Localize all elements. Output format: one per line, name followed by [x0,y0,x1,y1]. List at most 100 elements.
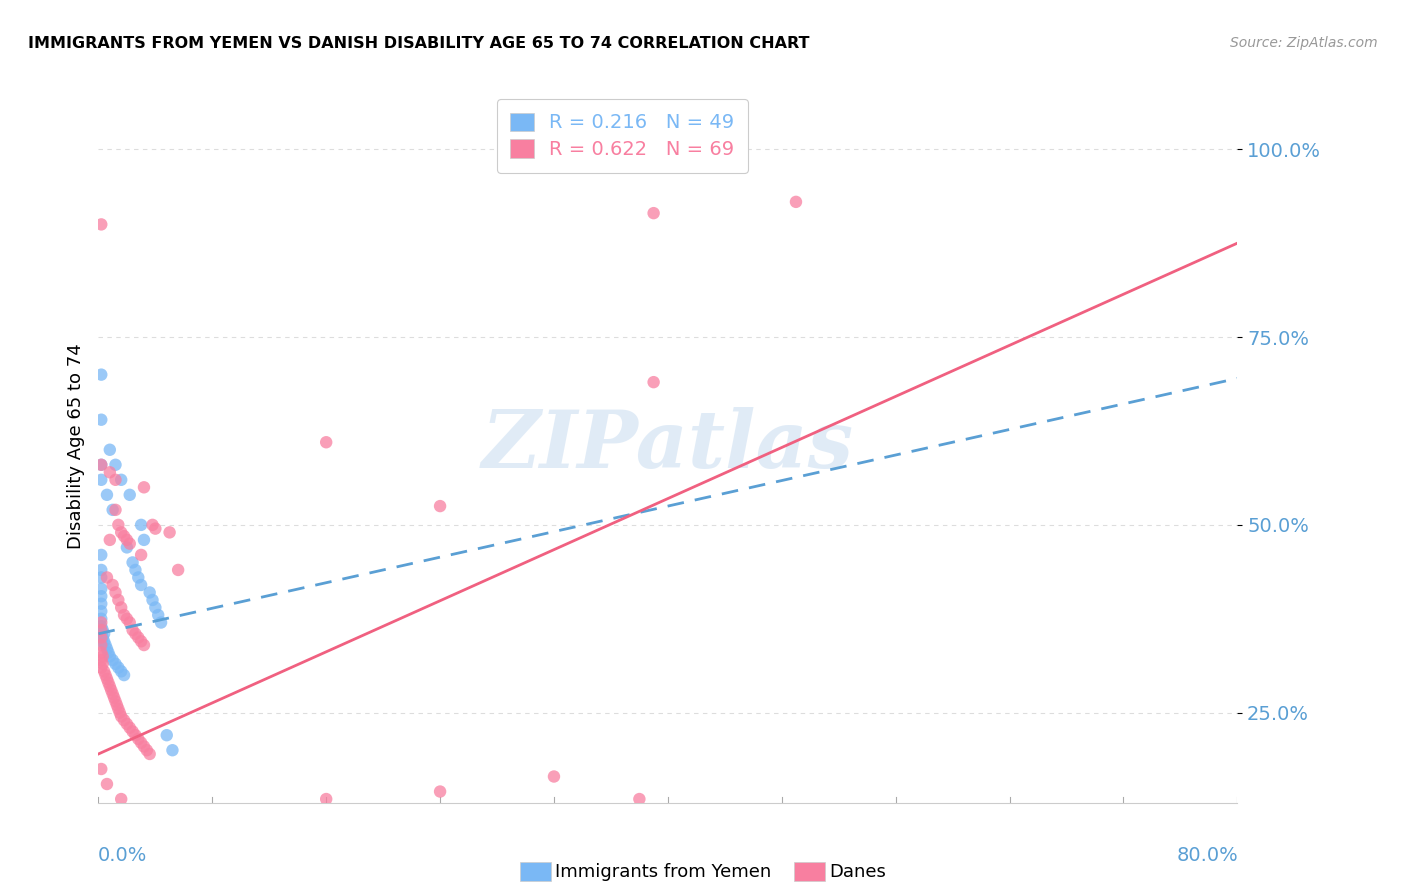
Point [98,533,121,547]
Point [104,503,127,517]
Point [110,792,132,806]
Point [138,747,160,761]
Point [90,582,112,596]
Point [112,713,135,727]
Point [167,563,190,577]
Point [112,668,135,682]
Point [107,702,129,716]
Point [96,570,118,584]
Point [90,458,112,472]
Point [107,593,129,607]
Point [104,458,127,472]
Point [108,706,131,720]
Point [124,627,146,641]
Point [118,488,141,502]
Point [90,458,112,472]
Text: ZIPatlas: ZIPatlas [482,408,853,484]
Point [132,739,155,754]
Point [101,653,124,667]
Point [643,206,665,220]
Point [785,194,807,209]
Text: 0.0%: 0.0% [97,846,146,864]
Point [121,807,143,822]
Point [98,649,121,664]
Point [112,607,135,622]
Y-axis label: Disability Age 65 to 74: Disability Age 65 to 74 [66,343,84,549]
Point [90,612,112,626]
Point [90,597,112,611]
Point [91,657,114,671]
Point [90,634,112,648]
Point [129,517,152,532]
Point [96,488,118,502]
Point [145,600,167,615]
Point [141,593,163,607]
Point [90,563,112,577]
Text: IMMIGRANTS FROM YEMEN VS DANISH DISABILITY AGE 65 TO 74 CORRELATION CHART: IMMIGRANTS FROM YEMEN VS DANISH DISABILI… [28,36,810,51]
Point [124,728,146,742]
Point [486,814,509,829]
Point [91,623,114,637]
Point [104,694,127,708]
Point [110,709,132,723]
Point [110,473,132,487]
Point [118,721,141,735]
Point [90,570,112,584]
Point [96,672,118,686]
Legend: R = 0.216   N = 49, R = 0.622   N = 69: R = 0.216 N = 49, R = 0.622 N = 69 [496,99,748,173]
Point [90,589,112,603]
Point [429,499,451,513]
Point [104,657,127,671]
Point [129,578,152,592]
Point [110,525,132,540]
Point [90,660,112,674]
Point [94,638,117,652]
Point [94,668,117,682]
Point [315,435,337,450]
Point [156,728,179,742]
Point [148,607,170,622]
Point [90,646,112,660]
Point [90,548,112,562]
Text: Immigrants from Yemen: Immigrants from Yemen [555,863,772,881]
Point [124,563,146,577]
Point [132,480,155,494]
Point [138,585,160,599]
Point [315,792,337,806]
Point [103,690,125,705]
Point [115,612,138,626]
Point [90,631,112,645]
Point [628,792,651,806]
Point [543,770,565,784]
Point [129,634,152,648]
Text: Danes: Danes [830,863,886,881]
Point [91,649,114,664]
Point [129,736,152,750]
Point [100,683,122,698]
Text: 80.0%: 80.0% [1177,846,1239,864]
Point [107,660,129,674]
Point [121,556,143,570]
Point [135,743,157,757]
Point [90,623,112,637]
Point [110,665,132,679]
Point [104,473,127,487]
Point [105,698,128,713]
Point [91,631,114,645]
Point [145,522,167,536]
Point [90,615,112,630]
Point [101,578,124,592]
Point [90,473,112,487]
Point [150,615,173,630]
Point [93,665,115,679]
Point [127,731,149,746]
Point [90,627,112,641]
Point [110,600,132,615]
Point [162,743,184,757]
Point [90,413,112,427]
Point [90,619,112,633]
Point [96,777,118,791]
Point [98,465,121,479]
Point [93,634,115,648]
Point [127,570,149,584]
